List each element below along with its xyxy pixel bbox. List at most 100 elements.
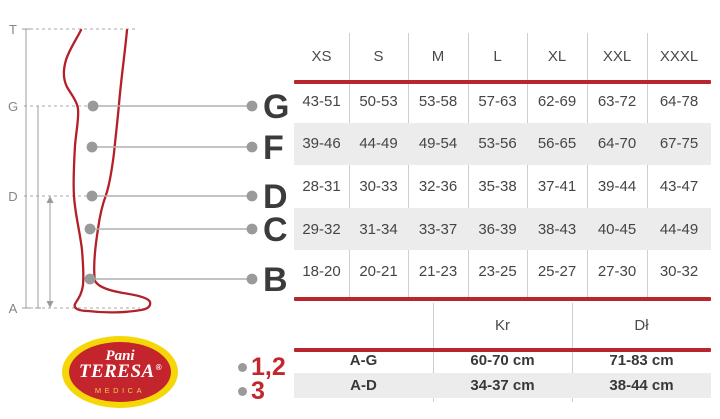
size-cell: 32-36: [418, 177, 458, 195]
size-cell: 29-32: [302, 220, 341, 238]
row-letter-g: G: [263, 88, 289, 126]
size-cell: 67-75: [659, 135, 699, 153]
length-table-header: Kr Dł: [294, 303, 711, 348]
size-cell: 37-41: [537, 177, 577, 195]
length-col-header-kr: Kr: [495, 317, 510, 334]
row-letter-f: F: [263, 129, 284, 167]
letter-dot-g: [246, 100, 258, 112]
letter-dot-c: [246, 223, 258, 235]
table-row-d: 28-31 30-33 32-36 35-38 37-41 39-44 43-4…: [294, 165, 711, 208]
leg-diagram: T G D A G F D C: [8, 22, 290, 316]
size-table: XS S M L XL XXL XXXL 43-51 50-53 53-58 5…: [294, 33, 711, 301]
measure-row-c: C: [84, 211, 288, 249]
size-table-header: XS S M L XL XXL XXXL: [294, 33, 711, 80]
length-row-ad: A-D 34-37 cm 38-44 cm: [294, 373, 711, 398]
brand-logo: Pani TERESA® MEDICA: [62, 336, 178, 408]
size-cell: 44-49: [659, 220, 699, 238]
leg-point-dot-f: [86, 141, 98, 153]
size-cell: 63-72: [597, 92, 637, 110]
logo-ellipse-red: Pani TERESA® MEDICA: [69, 342, 171, 402]
letter-dot-d: [246, 190, 258, 202]
size-cell: 28-31: [302, 177, 341, 195]
size-cell: 20-21: [359, 263, 398, 281]
logo-medica: MEDICA: [94, 385, 146, 395]
axis-label-g: G: [8, 99, 18, 114]
length-col-header-dl: Dł: [634, 317, 649, 334]
leg-point-dot-g: [87, 100, 99, 112]
bullet-icon: [238, 387, 247, 396]
size-cell: 50-53: [359, 92, 398, 110]
size-cell: 57-63: [478, 92, 517, 110]
variant-marker-1-2: 1,2: [251, 353, 286, 381]
size-cell: 40-45: [597, 220, 637, 238]
size-col-header: XXL: [602, 48, 632, 65]
leg-point-dot-d: [86, 190, 98, 202]
table-row-b: 18-20 20-21 21-23 23-25 25-27 27-30 30-3…: [294, 250, 711, 293]
axis-label-t: T: [9, 22, 17, 37]
leg-point-dot-c: [84, 223, 96, 235]
size-cell: 49-54: [418, 135, 458, 153]
row-letter-d: D: [263, 178, 288, 216]
size-cell: 18-20: [302, 263, 341, 281]
measure-row-g: G: [87, 88, 289, 126]
length-range: A-G: [349, 352, 378, 369]
logo-pani: Pani: [105, 347, 135, 364]
table-row-c: 29-32 31-34 33-37 36-39 38-43 40-45 44-4…: [294, 207, 711, 251]
size-cell: 39-46: [302, 135, 341, 153]
letter-dot-b: [246, 273, 258, 285]
size-cell: 30-32: [659, 263, 699, 281]
size-cell: 39-44: [597, 177, 637, 195]
size-cell: 33-37: [418, 220, 458, 238]
length-row-ag: A-G 60-70 cm 71-83 cm: [294, 348, 711, 373]
bullet-icon: [238, 363, 247, 372]
column-separator: [433, 303, 434, 402]
variant-marker-3: 3: [251, 377, 265, 405]
size-col-header: S: [373, 48, 384, 65]
length-kr-value: 34-37 cm: [470, 377, 535, 394]
length-range: A-D: [350, 377, 377, 394]
size-cell: 43-47: [659, 177, 699, 195]
size-cell: 53-58: [418, 92, 458, 110]
measure-row-d: D: [86, 178, 288, 216]
leg-outline: [62, 28, 152, 314]
size-cell: 36-39: [478, 220, 517, 238]
measure-row-f: F: [86, 129, 284, 167]
length-dl-value: 71-83 cm: [609, 352, 674, 369]
size-cell: 44-49: [359, 135, 398, 153]
size-cell: 56-65: [537, 135, 577, 153]
size-cell: 53-56: [478, 135, 517, 153]
size-cell: 64-78: [659, 92, 699, 110]
size-cell: 30-33: [359, 177, 398, 195]
row-letter-b: B: [263, 261, 288, 299]
size-cell: 64-70: [597, 135, 637, 153]
red-divider: [294, 80, 711, 84]
axis-label-d: D: [8, 189, 17, 204]
measurement-line-g-a: [35, 106, 41, 309]
size-cell: 31-34: [359, 220, 398, 238]
size-cell: 23-25: [478, 263, 517, 281]
size-col-header: XL: [547, 48, 567, 65]
red-divider: [294, 297, 711, 301]
length-col-header-empty: [294, 303, 433, 348]
size-cell: 43-51: [302, 92, 341, 110]
length-kr-value: 60-70 cm: [470, 352, 535, 369]
size-col-header: XXXL: [659, 48, 699, 65]
letter-dot-f: [246, 141, 258, 153]
measure-row-b: B: [84, 261, 288, 299]
column-separator: [572, 303, 573, 402]
row-letter-c: C: [263, 211, 288, 249]
size-cell: 38-43: [537, 220, 577, 238]
size-cell: 27-30: [597, 263, 637, 281]
size-cell: 62-69: [537, 92, 577, 110]
leg-point-dot-b: [84, 273, 96, 285]
size-col-header: M: [431, 48, 445, 65]
registered-icon: ®: [155, 362, 163, 372]
table-row-g: 43-51 50-53 53-58 57-63 62-69 63-72 64-7…: [294, 80, 711, 123]
table-row-f: 39-46 44-49 49-54 53-56 56-65 64-70 67-7…: [294, 122, 711, 166]
measurement-line-d-a: [46, 196, 54, 308]
logo-teresa: TERESA®: [78, 360, 163, 382]
size-col-header: XS: [311, 48, 332, 65]
size-col-header: L: [493, 48, 502, 65]
length-dl-value: 38-44 cm: [609, 377, 674, 394]
